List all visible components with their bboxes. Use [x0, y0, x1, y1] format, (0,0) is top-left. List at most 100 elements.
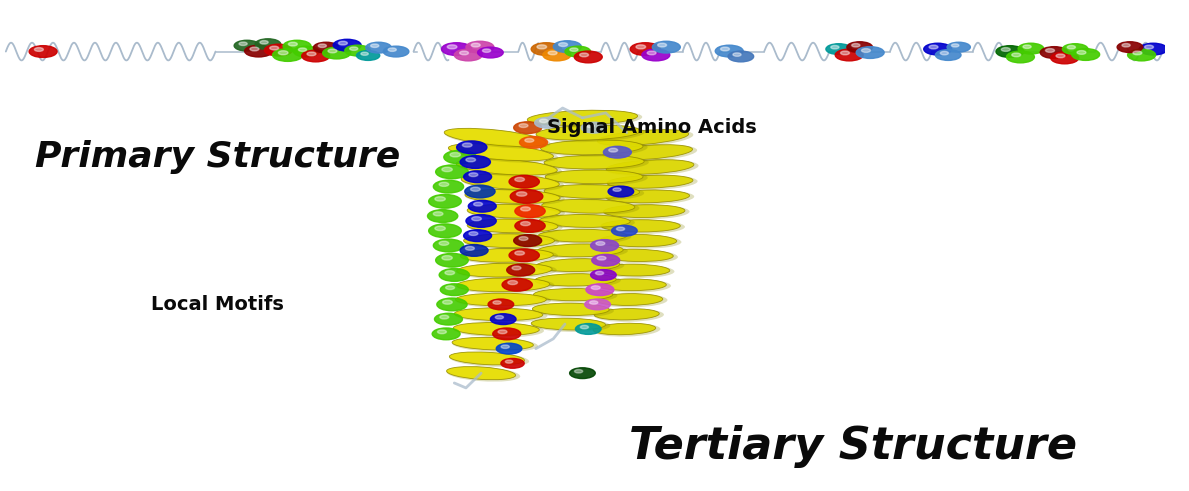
- Circle shape: [445, 271, 454, 275]
- Ellipse shape: [540, 215, 630, 227]
- Circle shape: [1127, 49, 1156, 61]
- Ellipse shape: [545, 155, 649, 171]
- Ellipse shape: [457, 278, 549, 292]
- Circle shape: [1012, 53, 1020, 57]
- Ellipse shape: [605, 190, 690, 203]
- Circle shape: [835, 49, 863, 61]
- Circle shape: [366, 42, 391, 53]
- Circle shape: [581, 122, 606, 133]
- Ellipse shape: [603, 145, 697, 162]
- Ellipse shape: [467, 204, 565, 220]
- Circle shape: [435, 253, 468, 267]
- Circle shape: [508, 280, 517, 285]
- Circle shape: [250, 47, 259, 51]
- Circle shape: [585, 299, 610, 310]
- Circle shape: [590, 301, 598, 304]
- Ellipse shape: [602, 220, 680, 232]
- Circle shape: [514, 235, 542, 246]
- Circle shape: [345, 45, 371, 56]
- Ellipse shape: [608, 175, 698, 190]
- Ellipse shape: [465, 190, 565, 205]
- Circle shape: [520, 136, 547, 148]
- Ellipse shape: [445, 129, 551, 148]
- Circle shape: [460, 245, 487, 256]
- Circle shape: [314, 42, 339, 53]
- Circle shape: [447, 45, 457, 49]
- Circle shape: [505, 360, 512, 363]
- Circle shape: [1045, 49, 1055, 53]
- Ellipse shape: [537, 244, 623, 257]
- Ellipse shape: [533, 303, 614, 318]
- Circle shape: [339, 41, 347, 45]
- Ellipse shape: [445, 128, 546, 147]
- Circle shape: [493, 301, 501, 304]
- Circle shape: [234, 40, 259, 51]
- Ellipse shape: [608, 175, 693, 188]
- Circle shape: [510, 190, 543, 203]
- Ellipse shape: [465, 190, 560, 203]
- Circle shape: [443, 150, 477, 164]
- Circle shape: [492, 328, 521, 340]
- Circle shape: [579, 53, 589, 57]
- Ellipse shape: [597, 130, 688, 145]
- Circle shape: [862, 49, 870, 53]
- Circle shape: [609, 148, 617, 152]
- Circle shape: [642, 49, 669, 61]
- Circle shape: [466, 41, 493, 53]
- Circle shape: [728, 51, 754, 62]
- Circle shape: [319, 44, 327, 48]
- Circle shape: [841, 51, 849, 55]
- Circle shape: [457, 141, 487, 154]
- Ellipse shape: [602, 220, 685, 234]
- Circle shape: [478, 47, 503, 58]
- Ellipse shape: [447, 367, 521, 382]
- Circle shape: [1139, 43, 1168, 55]
- Circle shape: [442, 256, 452, 260]
- Circle shape: [509, 249, 540, 262]
- Circle shape: [611, 225, 637, 236]
- Circle shape: [936, 50, 961, 60]
- Circle shape: [636, 45, 646, 49]
- Circle shape: [383, 46, 409, 57]
- Ellipse shape: [546, 170, 643, 184]
- Circle shape: [1145, 45, 1153, 49]
- Circle shape: [515, 177, 524, 182]
- Circle shape: [438, 330, 446, 334]
- Circle shape: [446, 286, 454, 290]
- Circle shape: [831, 46, 839, 49]
- Circle shape: [521, 221, 530, 226]
- Ellipse shape: [594, 308, 659, 320]
- Circle shape: [1118, 42, 1143, 53]
- Ellipse shape: [461, 174, 564, 191]
- Ellipse shape: [599, 249, 673, 262]
- Circle shape: [548, 51, 558, 55]
- Circle shape: [433, 239, 464, 252]
- Circle shape: [34, 48, 43, 52]
- Circle shape: [283, 40, 312, 52]
- Circle shape: [440, 315, 448, 319]
- Ellipse shape: [600, 234, 677, 247]
- Circle shape: [449, 153, 460, 157]
- Circle shape: [996, 46, 1024, 57]
- Ellipse shape: [535, 273, 616, 286]
- Ellipse shape: [540, 215, 635, 229]
- Ellipse shape: [534, 289, 617, 302]
- Circle shape: [591, 286, 600, 290]
- Circle shape: [442, 167, 452, 172]
- Ellipse shape: [541, 140, 643, 155]
- Ellipse shape: [527, 110, 642, 127]
- Circle shape: [328, 49, 336, 53]
- Ellipse shape: [457, 159, 558, 175]
- Circle shape: [929, 45, 938, 49]
- Ellipse shape: [533, 303, 609, 316]
- Circle shape: [596, 242, 605, 246]
- Ellipse shape: [448, 143, 553, 161]
- Circle shape: [322, 47, 351, 59]
- Circle shape: [466, 215, 496, 227]
- Circle shape: [501, 345, 509, 349]
- Circle shape: [574, 51, 603, 63]
- Ellipse shape: [452, 337, 539, 352]
- Ellipse shape: [457, 278, 554, 294]
- Circle shape: [270, 46, 278, 50]
- Circle shape: [940, 52, 949, 55]
